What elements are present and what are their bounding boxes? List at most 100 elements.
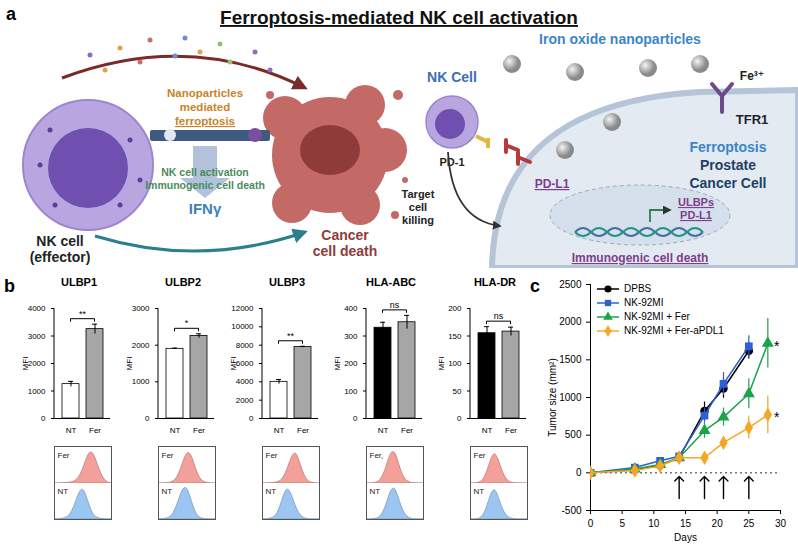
- svg-text:Ferroptosis: Ferroptosis: [689, 139, 766, 155]
- svg-text:2000: 2000: [559, 316, 582, 327]
- svg-text:NK cell activation: NK cell activation: [161, 166, 249, 178]
- svg-text:PD-L1: PD-L1: [535, 177, 570, 191]
- svg-text:TFR1: TFR1: [736, 112, 769, 127]
- svg-text:300: 300: [344, 332, 358, 341]
- svg-text:0: 0: [588, 518, 594, 529]
- svg-text:10: 10: [648, 518, 660, 529]
- svg-text:-500: -500: [561, 505, 581, 516]
- svg-text:ns: ns: [390, 300, 400, 310]
- svg-text:NT: NT: [58, 487, 69, 496]
- svg-text:MFI: MFI: [437, 357, 446, 371]
- svg-text:4000: 4000: [28, 304, 46, 313]
- svg-text:25: 25: [743, 518, 755, 529]
- svg-text:NT: NT: [370, 487, 381, 496]
- svg-text:8000: 8000: [236, 341, 254, 350]
- svg-text:PD-L1: PD-L1: [680, 209, 712, 221]
- svg-text:ns: ns: [494, 311, 504, 321]
- svg-text:200: 200: [344, 359, 358, 368]
- svg-text:Fer: Fer: [266, 451, 278, 460]
- svg-text:Iron oxide nanoparticles: Iron oxide nanoparticles: [539, 31, 701, 47]
- svg-text:15: 15: [680, 518, 692, 529]
- svg-text:4000: 4000: [236, 377, 254, 386]
- svg-text:*: *: [185, 318, 189, 328]
- svg-text:NT: NT: [170, 426, 181, 435]
- svg-text:2500: 2500: [559, 279, 582, 290]
- svg-text:Cancer Cell: Cancer Cell: [689, 175, 766, 191]
- svg-text:0: 0: [576, 467, 582, 478]
- svg-text:NT: NT: [66, 426, 77, 435]
- svg-text:100: 100: [448, 359, 462, 368]
- svg-text:NT: NT: [378, 426, 389, 435]
- svg-text:Fer: Fer: [474, 451, 486, 460]
- svg-text:MFI: MFI: [333, 357, 342, 371]
- svg-text:**: **: [287, 331, 295, 341]
- svg-text:NK cell: NK cell: [36, 233, 83, 249]
- svg-text:20: 20: [712, 518, 724, 529]
- svg-text:Prostate: Prostate: [700, 157, 756, 173]
- svg-text:1000: 1000: [559, 392, 582, 403]
- svg-text:IFNγ: IFNγ: [189, 200, 222, 217]
- svg-text:150: 150: [448, 332, 462, 341]
- svg-text:0: 0: [353, 414, 358, 423]
- svg-text:ferroptosis: ferroptosis: [175, 115, 235, 127]
- svg-text:1000: 1000: [28, 387, 46, 396]
- svg-text:MFI: MFI: [21, 357, 30, 371]
- svg-text:50: 50: [453, 387, 462, 396]
- svg-text:NT: NT: [482, 426, 493, 435]
- svg-text:MFI: MFI: [229, 357, 238, 371]
- svg-text:30: 30: [775, 518, 787, 529]
- svg-text:NT: NT: [474, 487, 485, 496]
- svg-text:NT: NT: [266, 487, 277, 496]
- svg-text:Fer: Fer: [193, 426, 205, 435]
- svg-text:NK Cell: NK Cell: [427, 69, 477, 85]
- svg-text:Days: Days: [674, 532, 697, 543]
- svg-text:*: *: [774, 409, 780, 425]
- svg-text:MFI: MFI: [125, 357, 134, 371]
- svg-text:**: **: [79, 309, 87, 319]
- svg-text:100: 100: [344, 387, 358, 396]
- svg-text:NT: NT: [274, 426, 285, 435]
- svg-text:Fer: Fer: [297, 426, 309, 435]
- svg-text:3000: 3000: [28, 332, 46, 341]
- svg-text:Target: Target: [402, 188, 435, 200]
- svg-text:PD-1: PD-1: [439, 156, 464, 168]
- svg-text:1000: 1000: [132, 377, 150, 386]
- svg-text:killing: killing: [402, 214, 434, 226]
- svg-text:Fer: Fer: [162, 451, 174, 460]
- svg-text:Tumor size (mm²): Tumor size (mm²): [547, 358, 558, 437]
- svg-text:0: 0: [457, 414, 462, 423]
- svg-text:5: 5: [619, 518, 625, 529]
- svg-text:0: 0: [145, 414, 150, 423]
- svg-text:NT: NT: [162, 487, 173, 496]
- svg-text:*: *: [774, 338, 780, 354]
- svg-text:6000: 6000: [236, 359, 254, 368]
- svg-text:12000: 12000: [231, 304, 254, 313]
- svg-text:Cancer: Cancer: [321, 227, 369, 243]
- svg-text:0: 0: [41, 414, 46, 423]
- svg-text:2000: 2000: [28, 359, 46, 368]
- svg-text:mediated: mediated: [180, 101, 231, 113]
- svg-text:Immunogenic cell death: Immunogenic cell death: [572, 251, 709, 265]
- svg-text:10000: 10000: [231, 322, 254, 331]
- svg-text:Nanoparticles: Nanoparticles: [167, 87, 243, 99]
- svg-text:200: 200: [448, 304, 462, 313]
- svg-text:3000: 3000: [132, 304, 150, 313]
- svg-text:Ferroptosis-mediated NK cell a: Ferroptosis-mediated NK cell activation: [220, 7, 578, 28]
- svg-text:2000: 2000: [132, 341, 150, 350]
- svg-text:400: 400: [344, 304, 358, 313]
- svg-text:Fer: Fer: [58, 451, 70, 460]
- svg-text:0: 0: [249, 414, 254, 423]
- svg-text:Immunogenic cell death: Immunogenic cell death: [145, 179, 265, 191]
- svg-text:1500: 1500: [559, 354, 582, 365]
- svg-text:Fer,: Fer,: [370, 451, 384, 460]
- svg-text:Fer: Fer: [505, 426, 517, 435]
- svg-text:2000: 2000: [236, 396, 254, 405]
- svg-text:Fer: Fer: [401, 426, 413, 435]
- svg-text:cell death: cell death: [313, 243, 378, 259]
- svg-text:(effector): (effector): [30, 249, 91, 265]
- svg-text:500: 500: [565, 429, 582, 440]
- svg-text:cell: cell: [409, 201, 427, 213]
- svg-text:Fe³⁺: Fe³⁺: [740, 69, 764, 83]
- svg-text:ULBPs: ULBPs: [678, 196, 714, 208]
- svg-text:Fer: Fer: [89, 426, 101, 435]
